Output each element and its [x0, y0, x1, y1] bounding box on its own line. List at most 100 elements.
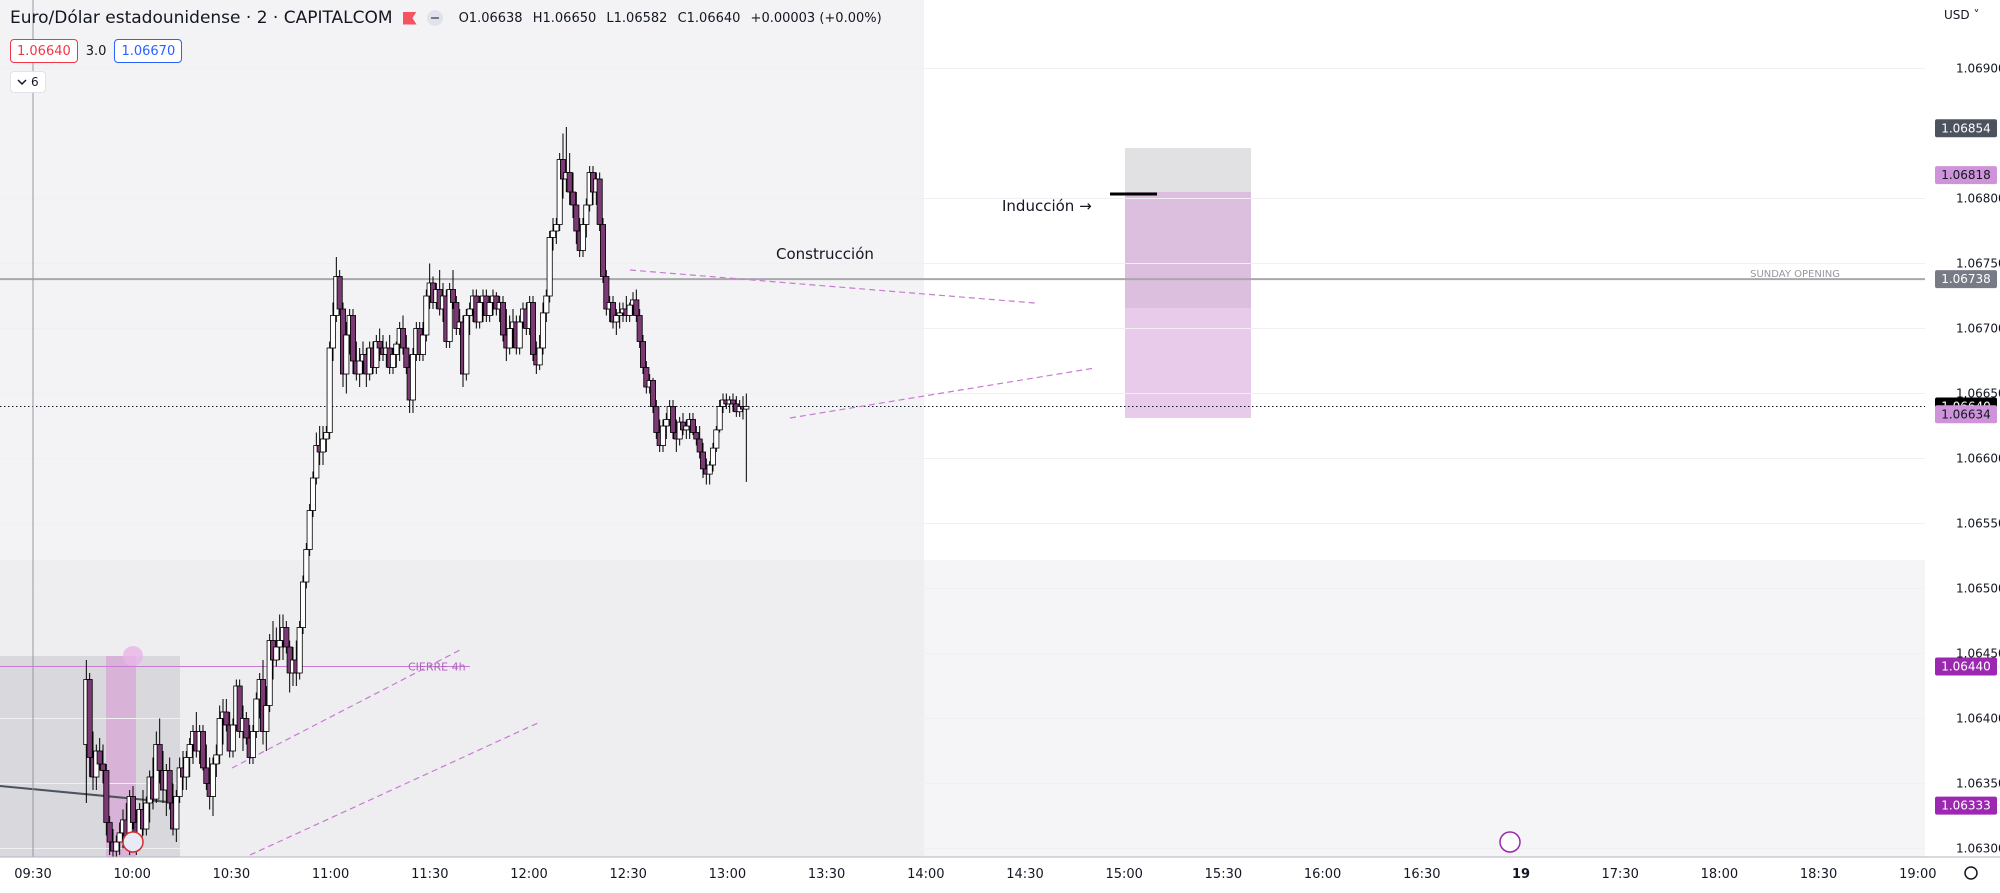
- candle-body: [129, 796, 136, 823]
- candle-body: [419, 334, 426, 355]
- gear-icon[interactable]: [1964, 866, 1978, 880]
- flag-icon[interactable]: [402, 11, 417, 25]
- candle-body: [573, 204, 580, 232]
- buy-button[interactable]: 1.06670: [114, 39, 183, 63]
- candle-body: [376, 341, 383, 349]
- candle-body: [540, 312, 547, 349]
- price-tick-label: 1.06600: [1956, 452, 2000, 466]
- channel-lower: [249, 721, 541, 856]
- price-scale-bg: [1925, 0, 2000, 888]
- time-tick-label: 09:30: [14, 867, 51, 882]
- candle-body: [103, 770, 110, 823]
- candle-body: [393, 343, 400, 355]
- time-tick-label: 12:00: [510, 867, 547, 882]
- hide-minus-icon[interactable]: [426, 10, 443, 26]
- symbol-title[interactable]: Euro/Dólar estadounidense · 2 · CAPITALC…: [10, 8, 393, 28]
- candle-body: [143, 802, 150, 830]
- candle-body: [273, 646, 280, 661]
- ohlc-close: C1.06640: [677, 10, 741, 26]
- candle-body: [296, 627, 303, 674]
- candle-body: [543, 295, 550, 314]
- time-tick-label: 11:30: [411, 867, 448, 882]
- candle-body: [263, 705, 270, 732]
- candle-body: [546, 237, 553, 297]
- candle-body: [530, 302, 537, 355]
- time-tick-label: 15:00: [1105, 867, 1142, 882]
- candle-body: [303, 549, 310, 583]
- peak-highlight: [123, 646, 143, 666]
- candle-body: [409, 354, 416, 401]
- candle-body: [313, 445, 320, 479]
- time-tick-label: 17:30: [1601, 867, 1638, 882]
- time-tick-label: 16:30: [1403, 867, 1440, 882]
- candle-body: [600, 224, 607, 277]
- cierre-4h-label: CIERRE 4h: [408, 661, 466, 674]
- price-tick-label: 1.06800: [1956, 192, 2000, 206]
- candle-body: [640, 341, 647, 368]
- price-marker-cierre-bg: [1935, 657, 1997, 676]
- price-tick-label: 1.06650: [1956, 387, 2000, 401]
- price-marker-low-bg: [1935, 796, 1997, 815]
- time-tick-label: 15:30: [1205, 867, 1242, 882]
- candle-body: [499, 302, 506, 336]
- candle-body: [236, 685, 243, 732]
- ohlc-low: L1.06582: [606, 10, 668, 26]
- candle-body: [463, 315, 470, 375]
- triangle-upper: [629, 269, 1036, 304]
- candle-body: [663, 419, 670, 427]
- candle-body: [389, 354, 396, 368]
- candle-body: [306, 510, 313, 550]
- candle-body: [700, 451, 707, 470]
- candle-body: [116, 832, 123, 843]
- candle-body: [570, 191, 577, 206]
- candle-body: [100, 763, 107, 771]
- candle-body: [553, 224, 560, 232]
- time-tick-label: 16:00: [1304, 867, 1341, 882]
- price-tick-label: 1.06700: [1956, 322, 2000, 336]
- trendline-dark: [0, 785, 169, 803]
- candle-body: [446, 289, 453, 342]
- induccion-label: Inducción →: [1002, 197, 1092, 215]
- candle-body: [710, 447, 717, 466]
- candle-body: [253, 698, 260, 732]
- candle-body: [199, 731, 206, 769]
- channel-upper: [231, 649, 461, 769]
- candle-body: [283, 627, 290, 648]
- caret-down-icon: ˅: [1969, 8, 1980, 22]
- time-tick-label: 10:00: [113, 867, 150, 882]
- candle-body: [166, 770, 173, 804]
- candle-body: [580, 224, 587, 251]
- time-scale-bg: [0, 857, 2000, 888]
- candle-body: [423, 295, 430, 336]
- price-marker-sunday-bg: [1935, 270, 1997, 289]
- currency-selector[interactable]: USD ˅: [1944, 8, 1979, 22]
- chart-background-right: [924, 0, 1924, 857]
- candle-body: [336, 276, 343, 310]
- time-tick-label: 19: [1512, 867, 1530, 882]
- candle-body: [676, 421, 683, 440]
- price-tick-label: 1.06400: [1956, 712, 2000, 726]
- price-tick-label: 1.06450: [1956, 647, 2000, 661]
- candle-body: [319, 438, 326, 453]
- spread-value: 3.0: [85, 43, 107, 59]
- time-tick-label: 13:30: [808, 867, 845, 882]
- construccion-label: Construcción: [776, 245, 874, 263]
- price-marker-high-bg: [1935, 119, 1997, 138]
- candle-body: [716, 406, 723, 431]
- sell-button[interactable]: 1.06640: [10, 39, 78, 63]
- lower-gradient-band: [0, 560, 1925, 857]
- time-tick-label: 12:30: [609, 867, 646, 882]
- candle-body: [516, 321, 523, 349]
- candle-body: [453, 302, 460, 329]
- indicators-toggle-button[interactable]: 6: [10, 71, 46, 93]
- candle-body: [96, 750, 103, 765]
- candle-body: [156, 744, 163, 771]
- price-marker-high: 1.06854: [1941, 121, 1991, 135]
- price-marker-cierre: 1.06440: [1941, 660, 1991, 674]
- candle-body: [670, 406, 677, 433]
- candle-body: [613, 315, 620, 323]
- currency-label: USD: [1944, 8, 1970, 22]
- price-tick-label: 1.06500: [1956, 582, 2000, 596]
